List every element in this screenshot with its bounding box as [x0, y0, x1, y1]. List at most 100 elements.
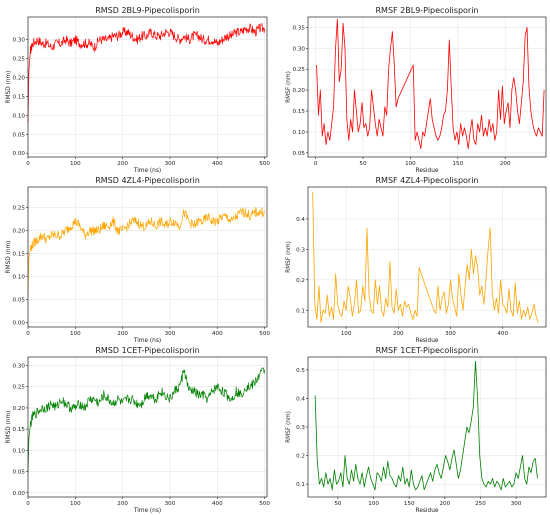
x-tick-label: 250 [475, 501, 486, 507]
chart-title: RMSF 4ZL4-Pipecolisporin [375, 176, 478, 185]
x-tick-label: 0 [26, 331, 30, 337]
y-tick-label: 0.25 [293, 67, 306, 73]
y-tick-label: 0.3 [296, 247, 305, 253]
plot-frame [307, 186, 547, 328]
y-tick-label: 0.10 [293, 130, 306, 136]
y-tick-label: 0.15 [13, 252, 26, 258]
y-tick-label: 0.05 [13, 470, 26, 476]
x-tick-label: 300 [165, 501, 176, 507]
y-tick-label: 0.4 [296, 396, 305, 402]
plot-frame [27, 356, 268, 498]
y-tick-label: 0.10 [13, 448, 26, 454]
series-line [27, 207, 265, 295]
y-tick-label: 0.3 [296, 425, 305, 431]
x-tick-label: 100 [341, 331, 352, 337]
chart-panel-6: 50 100 150 200 250 300 0.1 0.2 0.3 0.4 0.5 RMSF 1CE… [286, 346, 547, 514]
y-tick-label: 0.4 [296, 217, 305, 223]
y-tick-label: 0.05 [13, 297, 26, 303]
series-line [316, 18, 545, 150]
x-tick-label: 0 [26, 501, 30, 507]
plot-frame [307, 16, 547, 158]
x-tick-label: 200 [500, 161, 511, 167]
y-tick-label: 0.20 [13, 229, 26, 235]
x-tick-label: 400 [212, 331, 223, 337]
x-axis-label: Residue [416, 338, 439, 344]
y-tick-label: 0.05 [13, 132, 26, 138]
y-tick-label: 0.20 [13, 76, 26, 82]
x-tick-label: 400 [497, 331, 508, 337]
x-tick-label: 150 [452, 161, 463, 167]
chart-title: RMSF 1CET-Pipecolisporin [376, 346, 479, 355]
y-tick-label: 0.15 [13, 427, 26, 433]
x-tick-label: 100 [368, 501, 379, 507]
y-tick-label: 0.15 [293, 109, 306, 115]
y-tick-label: 0.1 [296, 308, 305, 314]
x-tick-label: 400 [212, 161, 223, 167]
x-tick-label: 0 [26, 161, 30, 167]
chart-panel-1: 0 100 200 300 400 500 0.00 0.05 0.10 0.15 0.20 0.25… [6, 6, 270, 174]
x-tick-label: 200 [117, 161, 128, 167]
x-tick-label: 300 [165, 331, 176, 337]
chart-panel-3: 0 100 200 300 400 500 0.00 0.05 0.10 0.15 0.20 0.25… [6, 176, 270, 344]
x-tick-label: 100 [70, 501, 81, 507]
y-tick-label: 0.20 [13, 406, 26, 412]
x-tick-label: 200 [117, 331, 128, 337]
plot-frame [27, 186, 268, 328]
x-tick-label: 300 [511, 501, 522, 507]
chart-panel-4: 100 200 300 400 0.1 0.2 0.3 0.4 RMSF 4ZL4-Pipeco… [286, 176, 547, 344]
y-tick-label: 0.35 [293, 25, 306, 31]
y-tick-label: 0.25 [13, 57, 26, 63]
y-axis-label: RMSF (nm) [286, 241, 292, 273]
x-tick-label: 200 [117, 501, 128, 507]
x-tick-label: 150 [404, 501, 415, 507]
series-line [314, 360, 538, 491]
x-tick-label: 50 [334, 501, 342, 507]
x-axis-label: Time (ns) [133, 168, 161, 174]
y-tick-label: 0.30 [293, 46, 306, 52]
x-tick-label: 100 [70, 161, 81, 167]
chart-title: RMSD 2BL9-Pipecolisporin [95, 6, 200, 15]
plot-frame [27, 16, 268, 158]
y-tick-label: 0.00 [13, 151, 26, 157]
x-axis-label: Residue [416, 508, 439, 514]
y-axis-label: RMSF (nm) [286, 71, 292, 103]
y-axis-label: RMSD (nm) [6, 411, 12, 444]
y-tick-label: 0.5 [296, 368, 305, 374]
x-tick-label: 0 [314, 161, 318, 167]
x-tick-label: 50 [359, 161, 367, 167]
y-tick-label: 0.20 [293, 88, 306, 94]
chart-panel-2: 0 50 100 150 200 0.05 0.10 0.15 0.20 0.25 0.30 0.35… [286, 6, 547, 174]
y-tick-label: 0.05 [293, 151, 306, 157]
y-tick-label: 0.25 [13, 206, 26, 212]
y-tick-label: 0.00 [13, 320, 26, 326]
y-tick-label: 0.25 [13, 385, 26, 391]
y-tick-label: 0.2 [296, 454, 305, 460]
y-tick-label: 0.10 [13, 113, 26, 119]
y-tick-label: 0.30 [13, 363, 26, 369]
x-tick-label: 500 [259, 331, 270, 337]
x-tick-label: 200 [439, 501, 450, 507]
chart-title: RMSD 4ZL4-Pipecolisporin [95, 176, 200, 185]
y-axis-label: RMSD (nm) [6, 71, 12, 104]
chart-title: RMSF 2BL9-Pipecolisporin [375, 6, 478, 15]
series-line [27, 367, 265, 472]
y-tick-label: 0.30 [13, 38, 26, 44]
y-tick-label: 0.1 [296, 482, 305, 488]
y-tick-label: 0.00 [13, 491, 26, 497]
x-tick-label: 500 [259, 501, 270, 507]
x-axis-label: Time (ns) [133, 338, 161, 344]
x-axis-label: Residue [416, 168, 439, 174]
x-tick-label: 500 [259, 161, 270, 167]
series-line [312, 191, 539, 323]
x-tick-label: 100 [70, 331, 81, 337]
y-tick-label: 0.10 [13, 275, 26, 281]
series-line [27, 23, 265, 123]
chart-panel-5: 0 100 200 300 400 500 0.00 0.05 0.10 0.15 0.20 0.25… [6, 346, 270, 514]
chart-title: RMSD 1CET-Pipecolisporin [95, 346, 199, 355]
y-axis-label: RMSD (nm) [6, 241, 12, 274]
x-axis-label: Time (ns) [133, 508, 161, 514]
y-tick-label: 0.15 [13, 94, 26, 100]
x-tick-label: 400 [212, 501, 223, 507]
x-tick-label: 200 [393, 331, 404, 337]
